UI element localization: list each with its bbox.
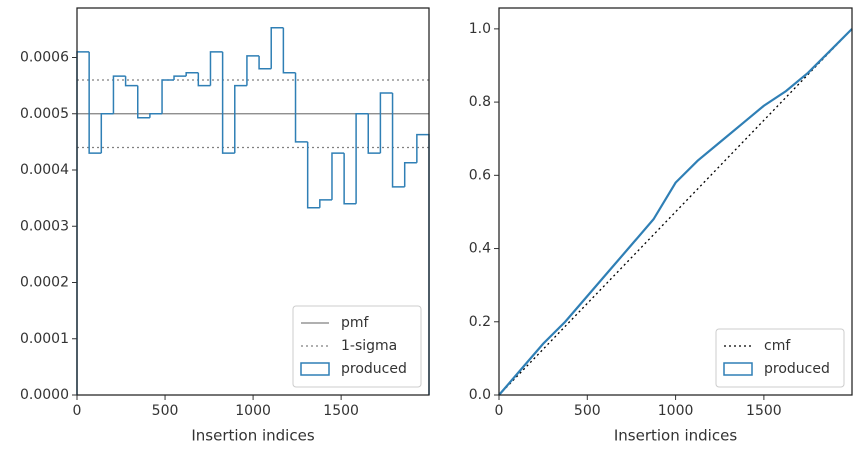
x-tick-label: 1500 <box>323 403 359 419</box>
x-tick-label: 0 <box>495 403 504 419</box>
y-tick-label: 0.0005 <box>20 106 69 122</box>
histogram-step <box>221 51 235 154</box>
histogram-step <box>209 51 223 86</box>
histogram-step <box>282 27 296 74</box>
y-tick-label: 0.0001 <box>20 331 69 347</box>
legend-label: 1-sigma <box>341 338 397 354</box>
histogram-step <box>137 85 150 119</box>
y-tick-label: 0.0000 <box>20 387 69 403</box>
plot-frame <box>498 7 853 396</box>
histogram-step <box>367 113 381 154</box>
y-tick-label: 0.0004 <box>20 162 69 178</box>
histogram-step <box>294 72 308 143</box>
histogram-step <box>355 113 369 204</box>
histogram-step <box>319 199 332 208</box>
x-tick-label: 0 <box>73 403 82 419</box>
histogram-step <box>124 76 138 87</box>
histogram-step <box>173 75 187 80</box>
y-tick-label: 0.2 <box>469 314 491 330</box>
legend-label: produced <box>764 361 830 377</box>
histogram-step <box>112 75 126 114</box>
histogram-step <box>258 55 272 70</box>
legend-swatch <box>300 362 330 376</box>
histogram-step <box>149 113 163 118</box>
legend-label: pmf <box>341 315 370 331</box>
histogram-step <box>76 51 90 395</box>
histogram-step <box>270 26 284 69</box>
y-tick-label: 0.6 <box>469 167 491 183</box>
histogram-step <box>185 71 199 77</box>
x-tick-label: 1000 <box>235 403 271 419</box>
x-axis-label: Insertion indices <box>191 427 314 445</box>
x-tick-label: 1000 <box>658 403 694 419</box>
y-tick-label: 0.0006 <box>20 50 69 66</box>
y-tick-label: 0.8 <box>469 94 491 110</box>
histogram-step <box>403 161 417 187</box>
histogram-step <box>306 141 320 209</box>
y-tick-label: 0.0003 <box>20 218 69 234</box>
y-tick-label: 0.4 <box>469 241 491 257</box>
histogram-step <box>391 92 405 188</box>
legend-box <box>292 305 422 388</box>
histogram-step <box>161 79 175 114</box>
histogram-step <box>379 92 393 154</box>
histogram-step <box>88 51 102 154</box>
legend-label: produced <box>341 361 407 377</box>
legend-box <box>715 328 845 388</box>
series-line <box>498 28 853 396</box>
histogram-step <box>246 55 260 86</box>
legend-label: cmf <box>764 338 791 354</box>
x-tick-label: 1500 <box>746 403 782 419</box>
y-tick-label: 1.0 <box>469 21 491 37</box>
x-tick-label: 500 <box>152 403 179 419</box>
y-tick-label: 0.0 <box>469 387 491 403</box>
y-tick-label: 0.0002 <box>20 275 69 291</box>
histogram-step <box>331 152 345 200</box>
histogram-step <box>100 113 114 154</box>
legend-swatch <box>723 362 753 376</box>
plot-frame <box>76 7 430 396</box>
histogram-step <box>197 72 211 87</box>
x-tick-label: 500 <box>574 403 601 419</box>
histogram-step <box>343 153 357 205</box>
x-axis-label: Insertion indices <box>614 427 737 445</box>
histogram-step <box>234 84 247 154</box>
